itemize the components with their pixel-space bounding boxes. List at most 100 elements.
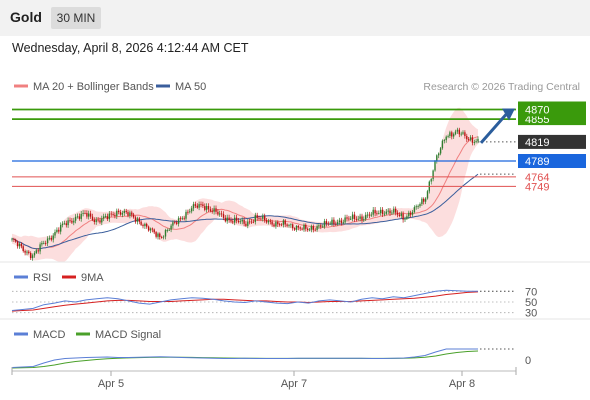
candle-body — [385, 211, 387, 214]
candle-body — [181, 218, 183, 220]
candle-body — [359, 216, 361, 219]
candle-body — [237, 220, 240, 223]
candle-body — [48, 237, 51, 239]
candle-body — [393, 208, 395, 213]
candle-body — [89, 213, 92, 217]
candle-body — [350, 218, 352, 220]
candle-body — [299, 227, 301, 229]
candle-body — [400, 213, 402, 216]
candle-body — [192, 204, 195, 209]
candle-body — [436, 155, 438, 161]
candle-body — [288, 225, 290, 226]
candle-body — [116, 210, 118, 217]
candle-body — [185, 211, 187, 219]
candle-body — [432, 170, 434, 180]
candle-body — [340, 220, 343, 223]
candle-body — [101, 218, 103, 223]
candle-body — [245, 223, 247, 226]
candle-body — [129, 212, 131, 216]
x-axis: Apr 5 Apr 7 Apr 8 — [11, 367, 517, 390]
candle-body — [286, 224, 288, 226]
candle-body — [351, 214, 354, 219]
candle-body — [136, 218, 139, 222]
candle-body — [84, 213, 86, 214]
candle-body — [121, 213, 124, 215]
candle-body — [61, 223, 64, 225]
instrument-title: Gold — [10, 9, 42, 25]
candle-body — [74, 216, 77, 221]
candle-body — [228, 217, 230, 221]
candle-body — [88, 213, 90, 217]
macd-level-label: 0 — [525, 355, 531, 367]
candle-body — [355, 219, 358, 220]
candle-body — [151, 228, 154, 230]
candle-body — [243, 220, 245, 224]
candle-body — [140, 221, 142, 225]
last-price-label: 4819 — [525, 137, 549, 149]
candle-body — [301, 228, 303, 230]
candle-body — [423, 198, 425, 202]
candle-body — [310, 226, 313, 230]
candle-body — [316, 226, 318, 230]
candle-body — [415, 206, 417, 208]
candle-body — [278, 224, 281, 225]
pivot-level-badge — [518, 154, 586, 168]
candle-body — [16, 241, 19, 247]
candle-body — [31, 255, 34, 258]
candle-body — [241, 220, 243, 222]
candle-body — [260, 218, 262, 220]
candle-body — [312, 226, 314, 230]
candle-body — [114, 214, 116, 217]
forecast-arrow-shaft — [479, 113, 508, 144]
candle-body — [211, 210, 213, 212]
candle-body — [454, 131, 457, 135]
candle-body — [207, 206, 210, 210]
candle-body — [138, 218, 140, 222]
candle-body — [78, 216, 81, 219]
candle-body — [52, 235, 54, 240]
candle-body — [357, 218, 359, 220]
timeframe-button[interactable]: 30 MIN — [51, 7, 101, 29]
candle-body — [443, 140, 445, 141]
candle-body — [303, 224, 305, 230]
rsi-ma-line — [11, 291, 479, 312]
candle-body — [421, 198, 423, 205]
candle-body — [232, 221, 234, 223]
candle-body — [363, 219, 365, 221]
candle-body — [91, 216, 94, 220]
candle-body — [406, 216, 408, 219]
candle-body — [322, 226, 324, 228]
candle-body — [273, 224, 275, 227]
x-tick-label: Apr 5 — [98, 378, 124, 390]
candle-body — [119, 212, 122, 215]
candle-body — [449, 132, 451, 136]
candle-body — [159, 233, 161, 237]
candle-body — [254, 215, 256, 222]
candle-body — [110, 213, 112, 215]
candle-body — [179, 218, 182, 220]
candle-body — [43, 243, 45, 244]
candle-body — [86, 213, 88, 217]
candle-body — [104, 216, 107, 217]
candle-body — [374, 209, 376, 214]
candle-body — [217, 211, 219, 215]
candle-body — [18, 243, 21, 247]
candle-body — [438, 153, 440, 156]
candle-body — [378, 213, 380, 214]
candle-body — [458, 129, 460, 135]
candle-body — [477, 138, 479, 142]
candle-body — [230, 220, 232, 222]
candle-body — [82, 213, 84, 214]
candle-body — [204, 206, 206, 210]
candle-body — [366, 214, 369, 216]
candle-body — [305, 224, 307, 229]
candle-body — [15, 239, 17, 242]
candle-body — [396, 212, 399, 215]
candle-body — [333, 219, 335, 224]
legend-macd-label: MACD — [33, 329, 65, 341]
rsi-level-label: 50 — [525, 297, 537, 309]
candle-body — [295, 226, 298, 230]
candle-body — [451, 132, 453, 137]
